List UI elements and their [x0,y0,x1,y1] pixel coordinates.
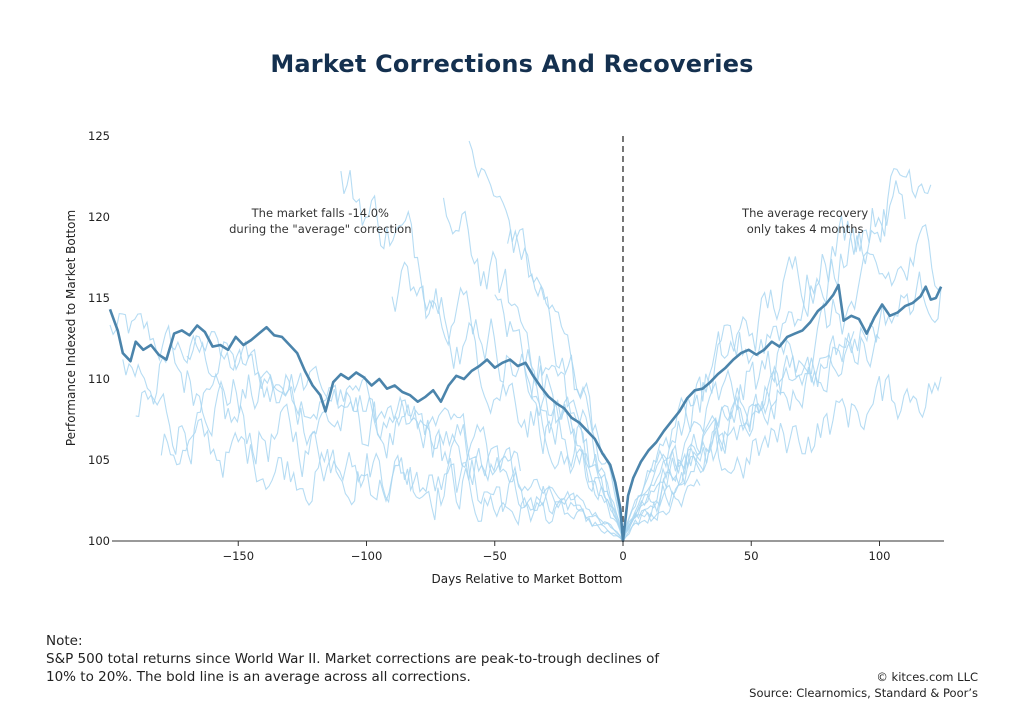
note: Note: S&P 500 total returns since World … [46,632,666,686]
correction-line [623,333,880,541]
y-tick-label: 125 [88,129,110,143]
y-axis-label: Performance Indexed to Market Bottom [64,210,78,446]
correction-line [187,332,623,541]
copyright-text: © kitces.com LLC [749,669,978,685]
chart-title: Market Corrections And Recoveries [0,50,1024,78]
x-tick-label: −100 [351,549,383,563]
chart: −150 −100 −50 0 50 100 100 105 110 115 120 125 Day… [0,0,1024,726]
x-axis-label: Days Relative to Market Bottom [432,572,623,586]
note-heading: Note: [46,632,666,650]
annotation-text: during the "average" correction [229,222,411,236]
correction-line [392,262,623,541]
annotation-text: The average recovery [741,206,868,220]
correction-line [495,295,623,541]
y-tick-label: 115 [88,291,110,305]
correction-line [520,363,623,542]
y-tick-label: 110 [88,372,110,386]
x-tick-label: −150 [222,549,254,563]
y-tick-label: 120 [88,210,110,224]
y-tick-label: 105 [88,453,110,467]
y-tick-label: 100 [88,534,110,548]
source-text: Source: Clearnomics, Standard & Poor’s [749,685,978,701]
correction-line [123,344,623,541]
note-body: S&P 500 total returns since World War II… [46,650,666,686]
annotations: The market falls -14.0% during the "avera… [229,206,868,236]
x-tick-label: 0 [619,549,626,563]
credits: © kitces.com LLC Source: Clearnomics, St… [749,669,978,701]
y-axis-ticks: 100 105 110 115 120 125 [88,129,110,548]
x-tick-label: −50 [483,549,507,563]
annotation-text: The market falls -14.0% [251,206,389,220]
x-axis-ticks: −150 −100 −50 0 50 100 [222,541,890,563]
x-tick-label: 50 [744,549,759,563]
annotation-text: only takes 4 months [747,222,864,236]
x-tick-label: 100 [869,549,891,563]
